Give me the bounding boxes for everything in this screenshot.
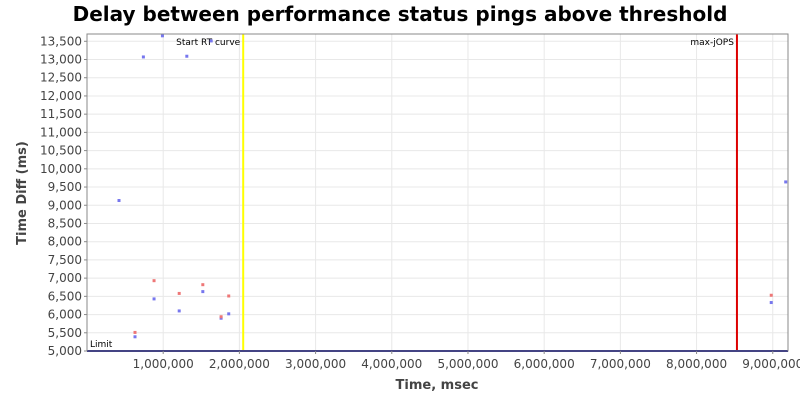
data-point-s0-3 [152,297,156,301]
data-point-s0-12 [784,180,788,184]
y-tick-label-8: 9,000 [48,198,82,212]
y-tick-label-5: 7,500 [48,253,82,267]
y-tick-label-13: 11,500 [40,107,82,121]
y-tick-label-12: 11,000 [40,125,82,139]
data-point-s0-0 [117,199,121,203]
plot-area [87,34,788,351]
data-point-s1-5 [227,294,231,298]
x-tick-label-0: 1,000,000 [133,357,194,371]
x-tick-label-2: 3,000,000 [285,357,346,371]
x-tick-label-8: 9,000,000 [742,357,800,371]
data-point-s0-7 [201,290,205,294]
y-tick-label-16: 13,000 [40,53,82,67]
y-tick-label-1: 5,500 [48,326,82,340]
data-point-s1-0 [133,330,137,334]
x-tick-label-5: 6,000,000 [514,357,575,371]
x-tick-label-4: 5,000,000 [437,357,498,371]
data-point-s0-11 [769,301,773,305]
y-tick-label-4: 7,000 [48,271,82,285]
data-point-s0-6 [185,54,189,58]
y-tick-label-10: 10,000 [40,162,82,176]
y-tick-label-11: 10,500 [40,144,82,158]
data-point-s1-3 [201,283,205,287]
y-axis-label: Time Diff (ms) [15,141,30,245]
data-point-s0-2 [141,55,145,59]
y-tick-label-2: 6,000 [48,308,82,322]
y-tick-label-3: 6,500 [48,289,82,303]
gridlines [87,34,788,352]
data-point-s0-10 [227,312,231,316]
x-axis-label: Time, msec [396,378,479,393]
y-tick-label-6: 8,000 [48,235,82,249]
data-point-s1-6 [769,293,773,297]
y-tick-label-9: 9,500 [48,180,82,194]
marker-label-0: Start RT curve [176,38,240,48]
data-point-s0-8 [209,39,213,43]
marker-label-1: max-jOPS [690,38,734,48]
limit-label-0: Limit [90,340,113,350]
chart-title: Delay between performance status pings a… [73,2,728,26]
data-point-s0-4 [160,34,164,38]
y-tick-label-0: 5,000 [48,344,82,358]
data-point-s0-1 [133,335,137,339]
y-tick-label-15: 12,500 [40,71,82,85]
data-point-s1-1 [152,279,156,283]
x-tick-label-1: 2,000,000 [209,357,270,371]
x-tick-labels: 1,000,000 2,000,000 3,000,000 4,000,000 5,00… [133,357,800,371]
data-points [117,34,788,339]
y-tick-label-7: 8,500 [48,216,82,230]
x-tick-label-7: 8,000,000 [666,357,727,371]
y-tick-label-14: 12,000 [40,89,82,103]
x-tick-label-3: 4,000,000 [361,357,422,371]
plot-background [87,34,788,351]
data-point-s1-4 [219,315,223,319]
data-point-s1-2 [177,291,181,295]
x-tick-label-6: 7,000,000 [590,357,651,371]
axes [84,33,789,354]
y-tick-label-17: 13,500 [40,34,82,48]
plot-frame [86,33,789,352]
y-tick-labels: 5,000 5,500 6,000 6,500 7,000 7,500 8,000 8,500… [40,34,82,358]
data-point-s0-5 [177,309,181,313]
